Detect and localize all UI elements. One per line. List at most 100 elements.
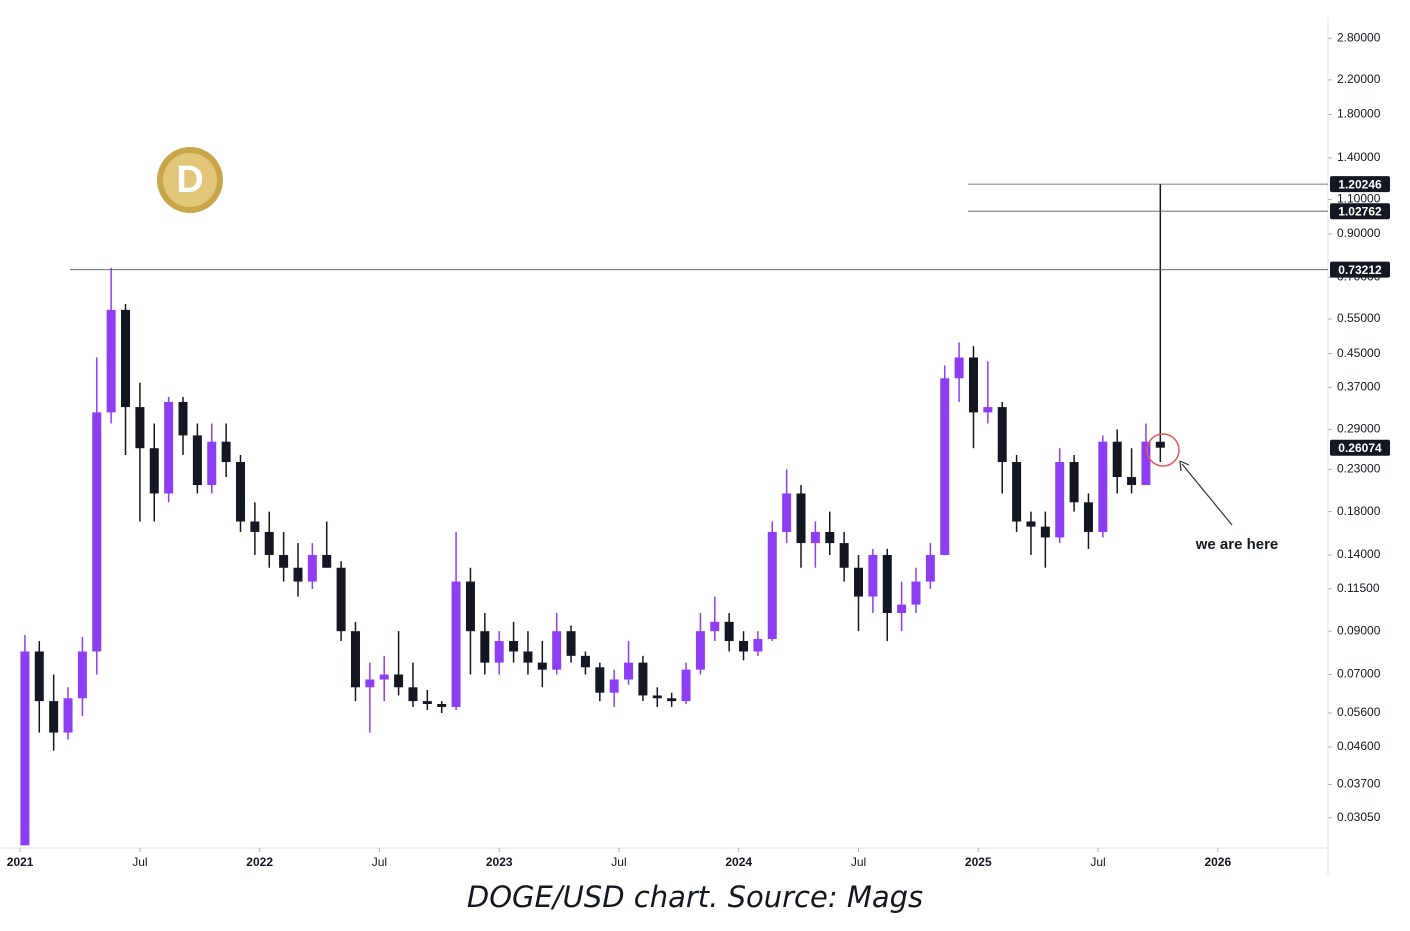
candle-body	[753, 639, 763, 652]
candle-body	[49, 701, 59, 733]
price-badge	[1330, 203, 1390, 220]
x-tick-label: Jul	[132, 855, 147, 869]
candle-body	[1127, 477, 1137, 486]
candle-body	[322, 554, 332, 568]
candle-body	[509, 641, 519, 652]
price-badge-label: 1.02762	[1338, 204, 1382, 218]
candle-body	[652, 695, 662, 699]
y-tick-label: 0.37000	[1337, 380, 1381, 394]
candle-body	[379, 674, 389, 680]
y-tick-label: 0.90000	[1337, 226, 1381, 240]
x-tick-label: 2023	[486, 855, 513, 869]
candle-body	[854, 567, 864, 597]
y-tick-label: 0.11500	[1337, 581, 1380, 595]
candle-body	[437, 704, 447, 707]
candle-body	[192, 435, 202, 486]
candle-body	[394, 674, 404, 688]
candle-body	[782, 493, 792, 532]
y-tick-label: 0.29000	[1337, 422, 1381, 436]
y-tick-label: 0.07000	[1337, 667, 1381, 681]
candle-body	[767, 531, 777, 640]
x-tick-label: 2021	[7, 855, 34, 869]
candle-body	[968, 357, 978, 413]
x-tick-label: 2026	[1204, 855, 1231, 869]
candle-body	[695, 631, 705, 670]
candle-body	[609, 679, 619, 693]
candle-body	[1055, 462, 1065, 538]
y-tick-label: 1.10000	[1337, 192, 1381, 206]
candle-body	[336, 567, 346, 632]
candle-body	[940, 378, 950, 555]
x-tick-label: 2022	[246, 855, 273, 869]
candle-body	[164, 401, 174, 494]
candle-body	[106, 309, 116, 413]
candle-body	[221, 441, 231, 463]
candle-body	[1069, 462, 1079, 503]
candle-body	[77, 651, 87, 699]
annotation: we are here	[1195, 536, 1279, 553]
candle-body	[149, 448, 159, 494]
candle-body	[279, 554, 289, 568]
candle-body	[897, 604, 907, 614]
price-badge-label: 0.26074	[1338, 441, 1382, 455]
candle-body	[135, 407, 145, 449]
candle-body	[954, 357, 964, 379]
candle-body	[207, 441, 217, 486]
candle-body	[825, 531, 835, 544]
candle-body	[638, 662, 648, 696]
candle-body	[34, 651, 44, 702]
candle-body	[1040, 526, 1050, 538]
x-tick-label: Jul	[372, 855, 387, 869]
arrow-head	[1179, 460, 1190, 472]
y-tick-label: 1.80000	[1337, 107, 1381, 121]
candle-body	[810, 531, 820, 544]
candle-body	[839, 543, 849, 568]
candle-body	[868, 554, 878, 597]
y-tick-label: 1.40000	[1337, 150, 1381, 164]
price-badge-label: 1.20246	[1338, 177, 1382, 191]
candle-body	[1083, 502, 1093, 532]
candle-body	[63, 698, 73, 733]
y-tick-label: 0.45000	[1337, 346, 1381, 360]
candle-body	[523, 651, 533, 663]
price-badge	[1330, 261, 1390, 278]
y-tick-label: 0.18000	[1337, 504, 1381, 518]
candle-body	[681, 669, 691, 702]
candle-body	[494, 641, 504, 663]
price-badge	[1330, 439, 1390, 456]
x-tick-label: Jul	[611, 855, 626, 869]
highlight-circle	[1146, 433, 1180, 467]
y-tick-label: 0.05600	[1337, 705, 1381, 719]
candle-body	[365, 679, 375, 688]
candle-body	[264, 531, 274, 555]
candle-body	[724, 621, 734, 642]
candle-body	[595, 667, 605, 693]
y-tick-label: 0.23000	[1337, 462, 1381, 476]
candle-body	[350, 631, 360, 688]
candle-body	[624, 662, 634, 680]
candle-body	[552, 631, 562, 670]
candle-body	[1026, 521, 1036, 527]
candle-body	[537, 662, 547, 670]
candle-body	[307, 554, 317, 582]
candle-body	[1098, 441, 1108, 532]
arrow	[1181, 463, 1233, 526]
y-tick-label: 0.14000	[1337, 547, 1381, 561]
y-tick-label: 0.04600	[1337, 739, 1381, 753]
candle-body	[121, 309, 131, 408]
x-tick-label: 2025	[965, 855, 992, 869]
price-badge	[1330, 176, 1390, 193]
candle-body	[1012, 462, 1022, 522]
candle-body	[92, 412, 102, 652]
svg-text:D: D	[176, 159, 203, 201]
candle-body	[580, 655, 590, 668]
candle-body	[451, 581, 461, 707]
x-tick-label: 2024	[725, 855, 752, 869]
y-tick-label: 0.09000	[1337, 623, 1381, 637]
candle-body	[1112, 441, 1122, 478]
y-tick-label: 0.03700	[1337, 777, 1381, 791]
candle-body	[293, 567, 303, 582]
y-tick-label: 0.55000	[1337, 311, 1381, 325]
candle-body	[710, 621, 720, 632]
